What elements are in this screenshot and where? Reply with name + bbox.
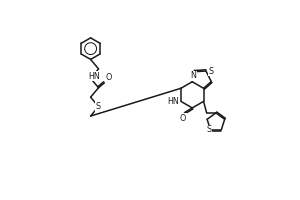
Text: O: O [105,73,112,82]
Text: S: S [96,102,101,111]
Text: N: N [190,71,196,80]
Text: HN: HN [168,97,179,106]
Text: S: S [208,67,213,76]
Text: S: S [206,125,212,134]
Text: HN: HN [88,72,100,81]
Text: O: O [180,114,186,123]
